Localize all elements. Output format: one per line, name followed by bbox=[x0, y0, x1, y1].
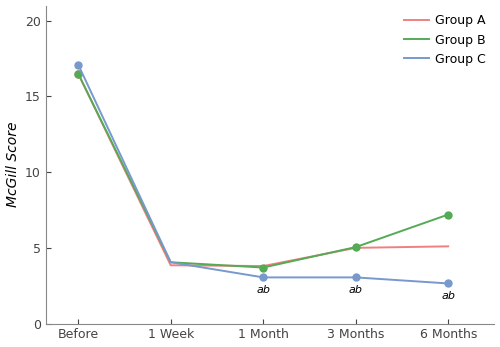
Y-axis label: McGill Score: McGill Score bbox=[6, 122, 20, 207]
Text: ab: ab bbox=[441, 291, 455, 301]
Text: ab: ab bbox=[256, 285, 270, 295]
Line: Group B: Group B bbox=[78, 74, 448, 268]
Group C bbox=[445, 281, 451, 286]
Line: Group A: Group A bbox=[78, 74, 448, 266]
Legend: Group A, Group B, Group C: Group A, Group B, Group C bbox=[398, 9, 490, 71]
Group B bbox=[445, 212, 451, 217]
Group B bbox=[260, 265, 266, 270]
Text: ab: ab bbox=[348, 285, 362, 295]
Group C bbox=[260, 275, 266, 279]
Group A bbox=[75, 71, 81, 76]
Group A bbox=[445, 244, 451, 248]
Group A bbox=[168, 263, 173, 267]
Group B bbox=[352, 245, 358, 249]
Group B bbox=[168, 260, 173, 264]
Group A bbox=[352, 246, 358, 250]
Group B bbox=[75, 71, 81, 76]
Line: Group C: Group C bbox=[78, 65, 448, 283]
Group C bbox=[168, 260, 173, 264]
Group A bbox=[260, 264, 266, 268]
Group C bbox=[75, 62, 81, 67]
Group C bbox=[352, 275, 358, 279]
